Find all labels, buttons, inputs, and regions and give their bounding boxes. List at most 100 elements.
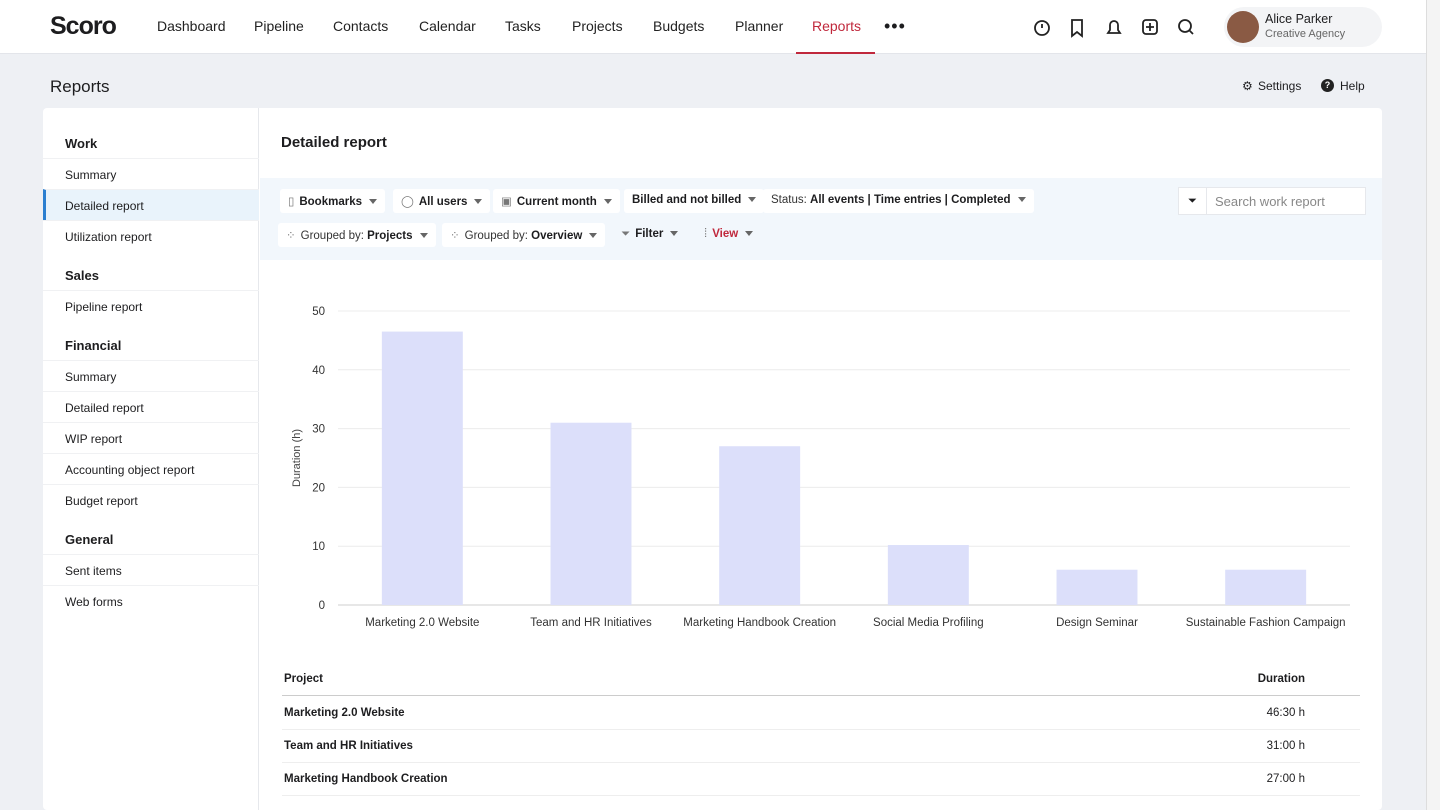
chip-icon: ⁞ <box>704 228 708 240</box>
sidebar-item[interactable]: WIP report <box>43 422 259 453</box>
y-tick-label: 50 <box>312 306 325 318</box>
active-underline <box>796 52 875 54</box>
sidebar: Work Summary Detailed report Utilization re… <box>43 108 259 810</box>
add-icon[interactable] <box>1142 19 1158 35</box>
filter-chip[interactable]: ▣ Current month <box>493 189 620 213</box>
filter-chip[interactable]: ⏷ Filter <box>613 223 686 247</box>
y-tick-label: 20 <box>312 482 325 494</box>
x-tick-label: Design Seminar <box>1056 617 1138 629</box>
table-header-line <box>282 695 1360 696</box>
caret <box>748 197 757 202</box>
chip-label: All users <box>418 196 468 208</box>
sidebar-item[interactable]: Summary <box>43 158 259 189</box>
sidebar-item[interactable]: Web forms <box>43 585 259 616</box>
caret <box>474 199 483 204</box>
sidebar-group-title: Sales <box>65 268 99 283</box>
chip-label: View <box>712 228 739 240</box>
bar <box>887 545 969 605</box>
cell-project[interactable]: Marketing 2.0 Website <box>284 707 405 719</box>
sidebar-item[interactable]: Utilization report <box>43 220 259 251</box>
more-menu[interactable]: ••• <box>884 16 906 36</box>
report-title: Detailed report <box>281 134 387 151</box>
sidebar-group-title: General <box>65 532 114 547</box>
cell-duration: 31:00 h <box>1266 740 1305 752</box>
chip-label: Filter <box>635 228 664 240</box>
settings-icon[interactable]: ⚙ <box>1242 79 1253 93</box>
cell-project[interactable]: Marketing Handbook Creation <box>284 773 448 785</box>
nav-item[interactable]: Tasks <box>505 18 541 34</box>
nav-item[interactable]: Pipeline <box>254 18 304 34</box>
bar <box>719 446 801 605</box>
column-header: Duration <box>1257 673 1305 685</box>
search-placeholder: Search work report <box>1215 194 1325 209</box>
user-menu[interactable]: Alice Parker Creative Agency <box>1224 7 1382 47</box>
x-tick-label: Sustainable Fashion Campaign <box>1186 617 1346 629</box>
y-tick-label: 0 <box>319 600 325 612</box>
y-tick-label: 30 <box>312 424 325 436</box>
help-icon[interactable]: ? <box>1321 79 1334 92</box>
sidebar-item[interactable]: Detailed report <box>43 391 259 422</box>
row-line <box>282 795 1360 796</box>
row-line <box>282 729 1360 730</box>
search-box[interactable]: ⏷ Search work report <box>1178 187 1366 215</box>
bell-icon[interactable] <box>1106 20 1122 34</box>
chip-label: Current month <box>516 196 597 208</box>
sidebar-item[interactable]: Summary <box>43 360 259 391</box>
column-header: Project <box>284 673 323 685</box>
nav-item[interactable]: Calendar <box>419 18 476 34</box>
cell-project[interactable]: Team and HR Initiatives <box>284 740 413 752</box>
nav-item[interactable]: Planner <box>735 18 784 34</box>
nav-item[interactable]: Contacts <box>333 18 389 34</box>
filter-chip[interactable]: ⁘ Grouped by: Projects <box>278 223 436 247</box>
filter-chip[interactable]: ⁞ View <box>696 223 761 247</box>
help[interactable]: Help <box>1340 79 1365 93</box>
bar <box>1056 569 1138 605</box>
timer-icon[interactable] <box>1034 20 1050 36</box>
y-axis-label: Duration (h) <box>291 429 303 487</box>
sidebar-item[interactable]: Pipeline report <box>43 290 259 321</box>
filter-chip[interactable]: Billed and not billed <box>624 189 765 213</box>
logo[interactable]: Scoro <box>50 12 117 40</box>
user-company: Creative Agency <box>1265 28 1346 40</box>
sidebar-group-title: Work <box>65 136 98 151</box>
sidebar-item[interactable]: Detailed report <box>43 189 259 220</box>
chip-icon: ⁘ <box>286 230 296 242</box>
toolbar: ⏷ Search work report ▯ Bookmarks ◯ All user… <box>260 178 1382 260</box>
search-icon[interactable] <box>1178 19 1192 33</box>
sidebar-group-title: Financial <box>65 338 122 353</box>
row-line <box>282 762 1360 763</box>
chip-label: All events | Time entries | Completed <box>810 194 1011 206</box>
chip-label: Bookmarks <box>299 196 362 208</box>
bar <box>381 331 463 605</box>
cell-duration: 46:30 h <box>1266 707 1305 719</box>
caret <box>670 231 679 236</box>
sidebar-item[interactable]: Accounting object report <box>43 453 259 484</box>
nav-icons <box>1034 19 1194 38</box>
nav-item[interactable]: Dashboard <box>157 18 226 34</box>
chip-icon: ⁘ <box>450 230 460 242</box>
y-tick-label: 40 <box>312 365 325 377</box>
nav-item[interactable]: Reports <box>812 18 862 34</box>
sidebar-item[interactable]: Sent items <box>43 554 259 585</box>
filter-chip[interactable]: ◯ All users <box>393 189 491 213</box>
caret <box>745 231 754 236</box>
x-tick-label: Team and HR Initiatives <box>530 617 652 629</box>
filter-chip[interactable]: ⁘ Grouped by: Overview <box>442 223 606 247</box>
scrollbar[interactable] <box>1426 0 1440 810</box>
caret <box>419 233 428 238</box>
x-tick-label: Marketing 2.0 Website <box>365 617 479 629</box>
filter-icon: ⏷ <box>1179 188 1207 214</box>
caret <box>368 199 377 204</box>
sidebar-item[interactable]: Budget report <box>43 484 259 515</box>
chip-icon: ⏷ <box>621 228 631 240</box>
filter-chip[interactable]: ▯ Bookmarks <box>280 189 385 213</box>
settings[interactable]: Settings <box>1258 79 1302 93</box>
x-tick-label: Social Media Profiling <box>873 617 984 629</box>
nav-item[interactable]: Projects <box>572 18 623 34</box>
chip-icon: ▣ <box>501 196 512 208</box>
filter-chip[interactable]: Status: All events | Time entries | Comp… <box>763 189 1034 213</box>
chip-prefix: Grouped by: <box>300 230 364 242</box>
bookmark-icon[interactable] <box>1071 19 1083 38</box>
nav-item[interactable]: Budgets <box>653 18 705 34</box>
page-title: Reports <box>50 77 110 96</box>
